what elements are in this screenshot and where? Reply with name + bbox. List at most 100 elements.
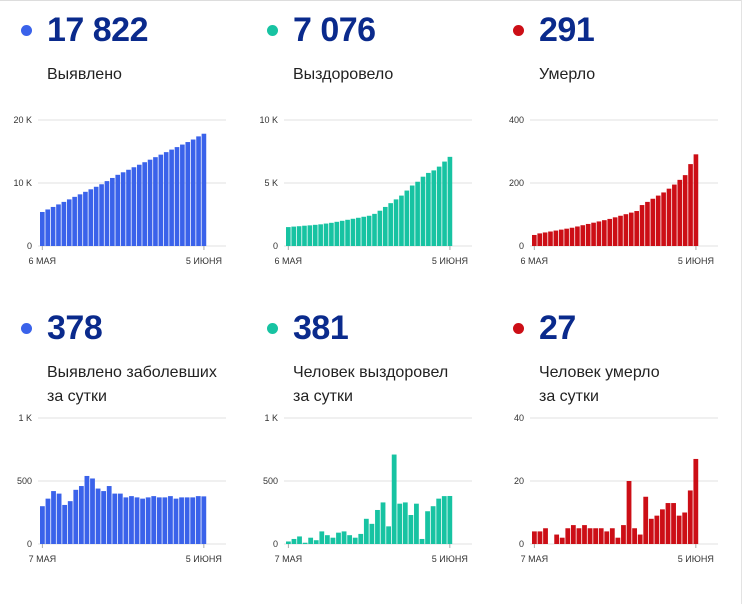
bar <box>618 215 623 246</box>
bar <box>334 221 340 246</box>
bar <box>542 232 548 246</box>
bar <box>402 502 408 544</box>
top-divider <box>0 0 742 1</box>
bar <box>145 497 151 544</box>
bar <box>580 225 586 246</box>
bar <box>45 209 51 246</box>
bar <box>621 525 626 544</box>
stat-label: Выявлено <box>47 63 122 87</box>
bar <box>682 175 688 247</box>
bar <box>639 205 645 246</box>
bar <box>297 536 302 544</box>
bar <box>447 156 453 246</box>
bar <box>377 210 383 246</box>
stat-value: 27 <box>539 309 576 347</box>
bar <box>50 206 56 246</box>
bar <box>136 164 142 246</box>
bar <box>666 188 672 246</box>
y-tick-label: 0 <box>519 241 524 251</box>
bar <box>308 537 314 544</box>
y-tick-label: 0 <box>273 241 278 251</box>
stat-panel-deaths-total: 291 Умерло 0 200 400 6 МАЯ 5 ИЮНЯ <box>492 0 737 300</box>
x-tick-label: 6 МАЯ <box>275 256 303 266</box>
bar <box>312 224 318 246</box>
bar <box>582 525 587 544</box>
bar <box>575 226 580 246</box>
bar <box>442 161 447 246</box>
bar <box>40 506 45 544</box>
bar <box>40 211 45 246</box>
bar <box>72 196 77 246</box>
y-tick-label: 400 <box>509 115 524 125</box>
bar <box>318 224 323 246</box>
bar <box>688 164 693 246</box>
bar <box>447 495 453 544</box>
bar <box>185 142 191 246</box>
bar <box>169 149 174 246</box>
bar <box>190 497 196 544</box>
stat-label: Выявлено заболевших за сутки <box>47 361 217 409</box>
bar <box>104 181 110 246</box>
bar <box>73 489 79 544</box>
bar <box>156 497 162 544</box>
bar <box>677 179 683 246</box>
bar <box>648 518 654 544</box>
bar <box>341 531 347 544</box>
bar <box>302 225 307 246</box>
y-tick-label: 10 K <box>259 115 278 125</box>
y-tick-label: 0 <box>273 539 278 549</box>
bar <box>286 541 291 544</box>
bar <box>609 528 615 544</box>
bar <box>554 534 560 544</box>
bar <box>291 226 297 246</box>
bar <box>598 528 604 544</box>
bar <box>391 454 397 544</box>
bar <box>372 213 377 246</box>
stat-value: 7 076 <box>293 11 376 49</box>
bar <box>419 538 425 544</box>
bar <box>604 531 610 544</box>
x-tick-label: 7 МАЯ <box>275 554 303 564</box>
bar <box>676 515 682 544</box>
bar <box>350 218 356 246</box>
bar <box>441 496 447 544</box>
bar <box>425 511 430 544</box>
bar <box>565 528 571 544</box>
bar <box>687 490 693 544</box>
bar <box>347 535 353 544</box>
stat-label-line: Выявлено <box>47 66 122 83</box>
bar <box>593 528 599 544</box>
bar <box>637 534 643 544</box>
stat-label: Человек выздоровел за сутки <box>293 361 448 409</box>
y-tick-label: 40 <box>514 413 524 423</box>
x-tick-label: 5 ИЮНЯ <box>678 256 714 266</box>
bar <box>286 227 291 246</box>
bar <box>363 518 369 544</box>
bar <box>117 493 123 544</box>
bar <box>607 218 613 246</box>
bar <box>329 222 334 246</box>
bar <box>93 186 99 246</box>
bar <box>62 504 68 544</box>
x-tick-label: 5 ИЮНЯ <box>186 256 222 266</box>
y-tick-label: 200 <box>509 178 524 188</box>
bar <box>436 166 442 246</box>
bar <box>147 159 153 246</box>
y-tick-label: 0 <box>27 241 32 251</box>
bar <box>120 172 126 246</box>
bar <box>78 486 84 544</box>
bar <box>643 496 649 544</box>
bar <box>339 220 345 246</box>
bar <box>45 498 51 544</box>
bar <box>345 219 350 246</box>
bar <box>112 493 118 544</box>
bar <box>532 531 537 544</box>
bar <box>693 154 699 246</box>
stat-label: Человек умерло за сутки <box>539 361 660 409</box>
series-dot-icon <box>21 323 32 334</box>
bar <box>84 475 90 544</box>
stat-value: 381 <box>293 309 349 347</box>
series-dot-icon <box>513 323 524 334</box>
bar <box>596 221 602 246</box>
bar <box>140 498 145 544</box>
